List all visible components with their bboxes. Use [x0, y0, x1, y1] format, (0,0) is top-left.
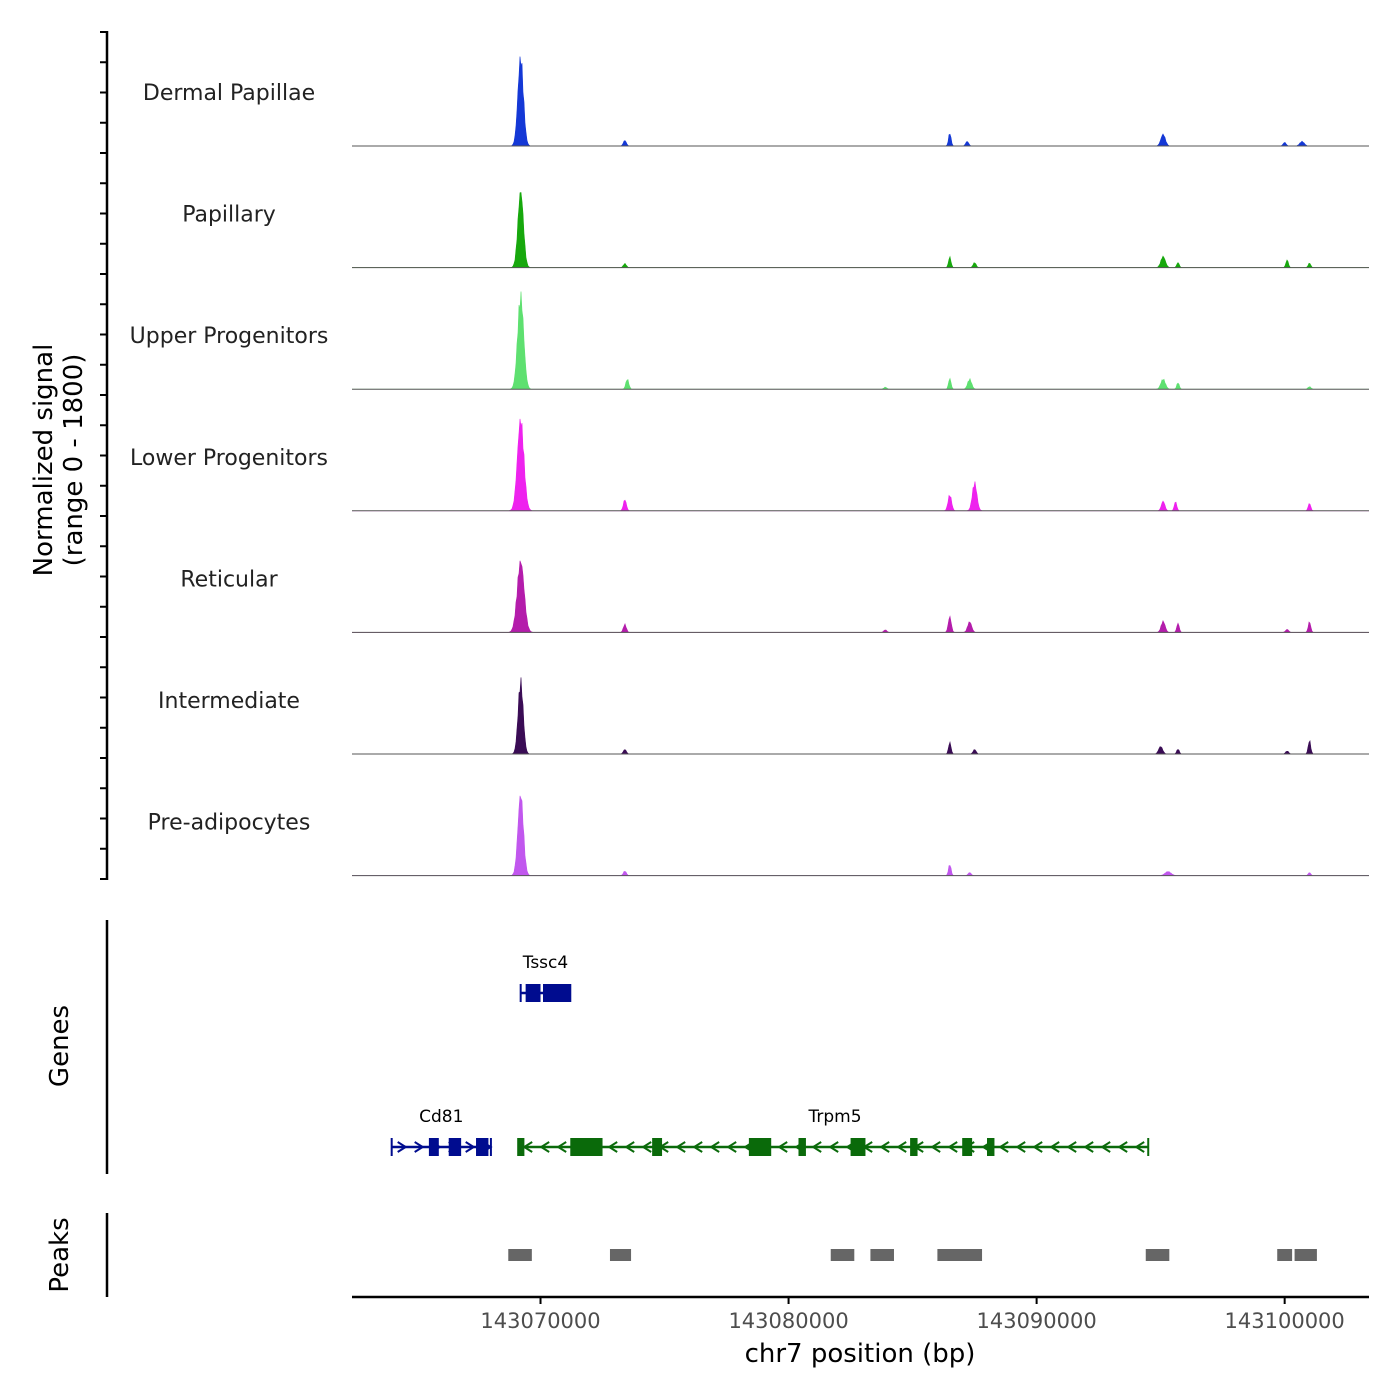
gene-exon: [850, 1138, 866, 1156]
track-label: Dermal Papillae: [143, 81, 315, 106]
x-tick-label: 143070000: [480, 1309, 600, 1333]
strand-chevron: [1100, 1141, 1111, 1153]
gene-name-label: Cd81: [419, 1107, 463, 1127]
gene-exon: [525, 984, 541, 1002]
coverage-tracks: Dermal Papillae Papillary Upper Progenitor…: [130, 56, 1369, 877]
peak-region: [830, 1249, 855, 1261]
track-label: Papillary: [182, 203, 276, 228]
gene-exon: [448, 1138, 462, 1156]
track-label: Intermediate: [158, 689, 300, 714]
coverage-track: Intermediate: [158, 677, 1369, 755]
peak-region: [937, 1249, 983, 1261]
y-axis-label-line1: Normalized signal: [29, 344, 59, 577]
axes: 143070000 143080000 143090000 143100000: [100, 31, 1369, 1333]
strand-chevron: [1066, 1141, 1077, 1153]
coverage-track: Reticular: [180, 560, 1369, 633]
gene-exon: [962, 1138, 973, 1156]
gene-name-label: Tssc4: [522, 953, 568, 973]
track-label: Reticular: [180, 567, 278, 592]
strand-chevron: [675, 1141, 686, 1153]
strand-chevron: [624, 1141, 635, 1153]
gene-exon: [518, 1138, 525, 1156]
x-tick-label: 143090000: [976, 1309, 1096, 1333]
strand-chevron: [465, 1141, 476, 1153]
strand-chevron: [777, 1141, 788, 1153]
track-label: Pre-adipocytes: [148, 811, 311, 836]
gene-annotation-track: Tssc4 Cd81 Trpm5: [390, 953, 1150, 1156]
strand-chevron: [947, 1141, 958, 1153]
strand-chevron: [1049, 1141, 1060, 1153]
gene-tssc4: Tssc4: [519, 953, 572, 1002]
strand-chevron: [896, 1141, 907, 1153]
x-tick-label: 143100000: [1225, 1309, 1345, 1333]
strand-chevron: [607, 1141, 618, 1153]
track-label: Lower Progenitors: [130, 446, 328, 471]
strand-chevron: [879, 1141, 890, 1153]
coverage-track: Upper Progenitors: [130, 291, 1369, 390]
peak-region: [508, 1249, 532, 1261]
gene-exon: [652, 1138, 663, 1156]
strand-chevron: [811, 1141, 822, 1153]
strand-chevron: [556, 1141, 567, 1153]
gene-exon: [476, 1138, 489, 1156]
peak-region: [609, 1249, 632, 1261]
peak-region: [870, 1249, 894, 1261]
gene-exon: [987, 1138, 995, 1156]
gene-exon: [910, 1138, 918, 1156]
peaks-track: [508, 1249, 1317, 1261]
coverage-area-3: [352, 418, 1369, 512]
coverage-area-5: [352, 677, 1369, 755]
strand-chevron: [1032, 1141, 1043, 1153]
strand-chevron: [539, 1141, 550, 1153]
gene-exon: [542, 984, 571, 1002]
gene-trpm5: Trpm5: [517, 1107, 1150, 1156]
strand-chevron: [1117, 1141, 1128, 1153]
track-label: Upper Progenitors: [130, 324, 329, 349]
coverage-area-2: [352, 291, 1369, 390]
strand-chevron: [930, 1141, 941, 1153]
coverage-area-1: [352, 192, 1369, 268]
gene-exon: [748, 1138, 772, 1156]
peaks-label: Peaks: [45, 1217, 75, 1292]
genes-label: Genes: [45, 1005, 75, 1087]
peak-region: [1294, 1249, 1317, 1261]
coverage-track: Papillary: [182, 192, 1369, 269]
coverage-track: Pre-adipocytes: [148, 795, 1369, 877]
x-tick-label: 143080000: [728, 1309, 848, 1333]
peak-region: [1145, 1249, 1170, 1261]
gene-exon: [570, 1138, 603, 1156]
peak-region: [1277, 1249, 1293, 1261]
strand-chevron: [692, 1141, 703, 1153]
gene-name-label: Trpm5: [807, 1107, 861, 1127]
strand-chevron: [397, 1141, 408, 1153]
strand-chevron: [998, 1141, 1009, 1153]
strand-chevron: [1134, 1141, 1145, 1153]
strand-chevron: [828, 1141, 839, 1153]
strand-chevron: [414, 1141, 425, 1153]
gene-cd81: Cd81: [390, 1107, 493, 1156]
strand-chevron: [1083, 1141, 1094, 1153]
y-axis-label-line2: (range 0 - 1800): [59, 354, 89, 567]
strand-chevron: [726, 1141, 737, 1153]
strand-chevron: [709, 1141, 720, 1153]
coverage-track: Dermal Papillae: [143, 56, 1369, 147]
coverage-area-0: [352, 56, 1369, 147]
x-axis-label: chr7 position (bp): [745, 1339, 976, 1369]
gene-exon: [798, 1138, 806, 1156]
coverage-area-6: [352, 795, 1369, 876]
coverage-track: Lower Progenitors: [130, 418, 1369, 512]
gene-exon: [428, 1138, 439, 1156]
coverage-area-4: [352, 560, 1369, 633]
strand-chevron: [1015, 1141, 1026, 1153]
strand-chevron: [641, 1141, 652, 1153]
